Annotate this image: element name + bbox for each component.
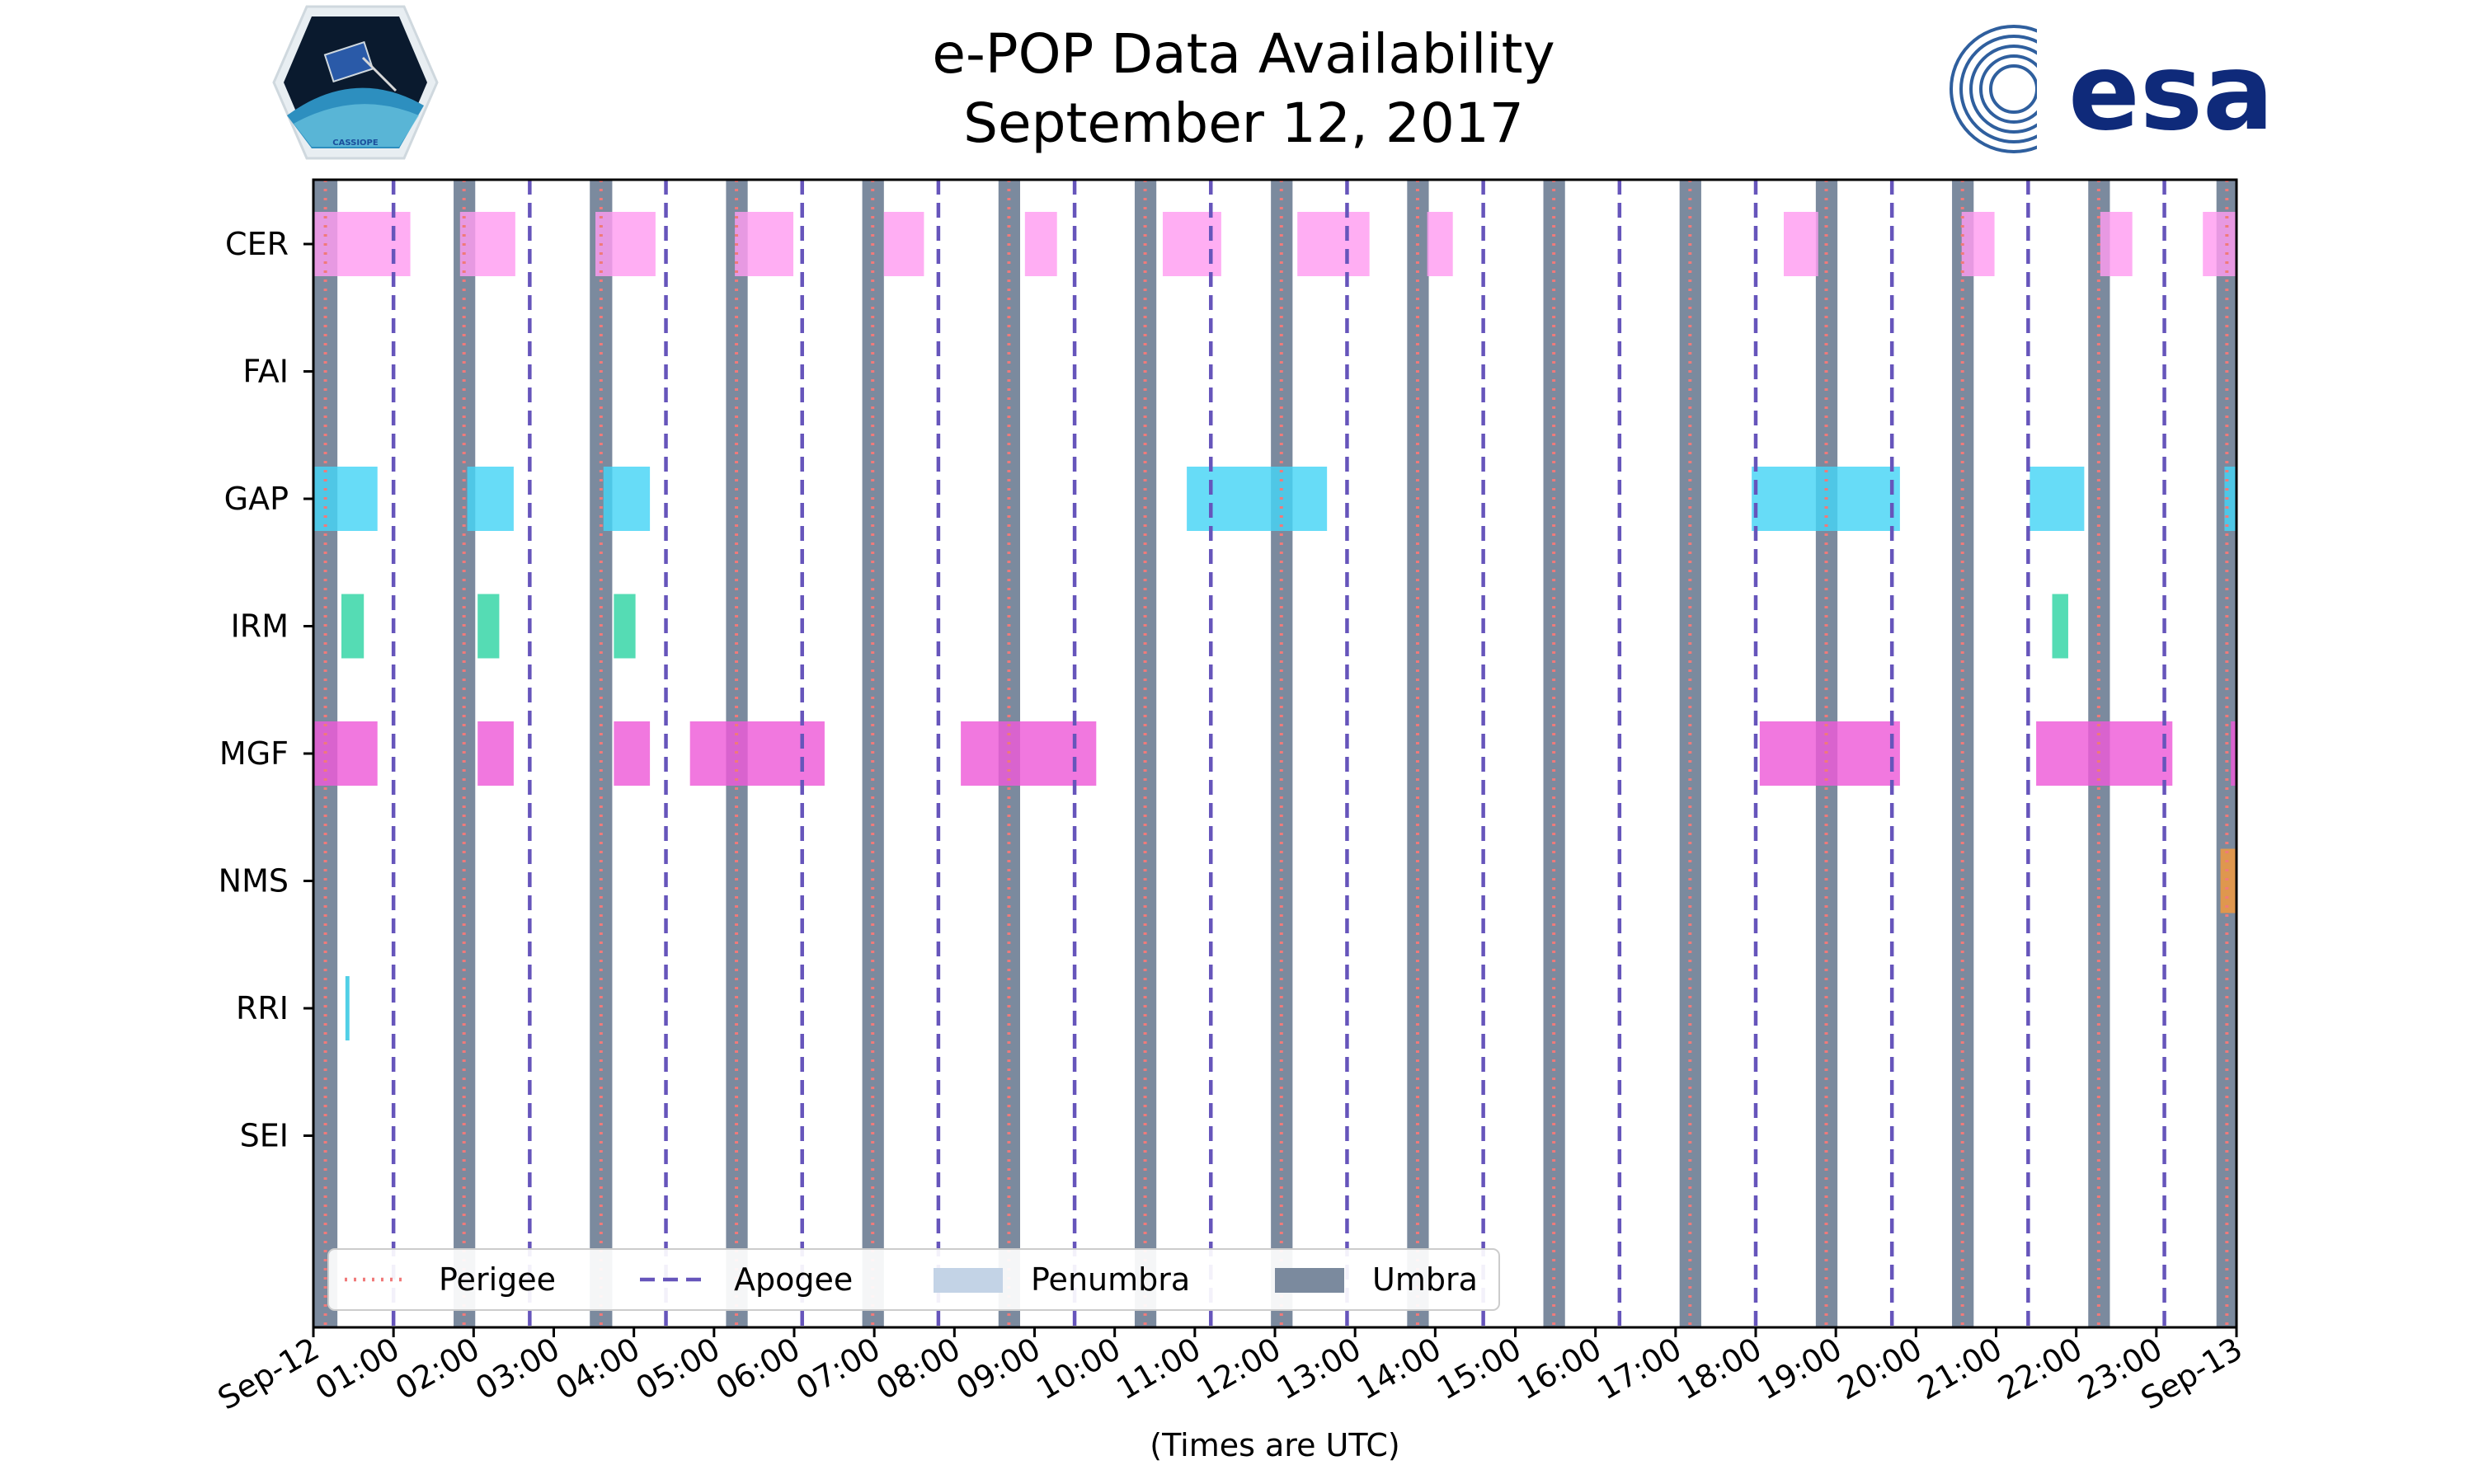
data-bar-cer (1784, 212, 1818, 276)
data-bar-gap (2030, 467, 2085, 531)
data-bar-mgf (961, 721, 1097, 786)
data-bar-mgf (689, 721, 825, 786)
data-bar-cer (1024, 212, 1057, 276)
x-tick-label: 13:00 (1271, 1331, 1367, 1407)
x-tick-label: 08:00 (870, 1331, 967, 1407)
x-tick-label: 04:00 (549, 1331, 646, 1407)
legend-box (327, 1248, 1500, 1311)
data-bar-cer (1427, 212, 1453, 276)
x-tick-label: 17:00 (1591, 1331, 1687, 1407)
data-bar-cer (1961, 212, 1995, 276)
x-tick-label: 10:00 (1030, 1331, 1126, 1407)
legend-umbra-label: Umbra (1372, 1261, 1478, 1298)
data-bar-mgf (1759, 721, 1900, 786)
legend-umbra-swatch (1275, 1268, 1344, 1293)
x-tick-label: 16:00 (1511, 1331, 1607, 1407)
data-bar-irm (614, 594, 636, 659)
y-tick-label: RRI (236, 990, 289, 1026)
y-tick-label: FAI (242, 354, 289, 390)
data-bar-irm (477, 594, 500, 659)
chart-title-line2: September 12, 2017 (963, 92, 1524, 155)
y-tick-label: CER (225, 226, 289, 262)
x-tick-label: 21:00 (1912, 1331, 2008, 1407)
legend-perigee-label: Perigee (439, 1261, 556, 1298)
data-bar-cer (1297, 212, 1370, 276)
data-bar-gap (603, 467, 651, 531)
legend-penumbra-swatch (934, 1268, 1003, 1293)
x-tick-label: 18:00 (1672, 1331, 1768, 1407)
x-tick-label: Sep-12 (212, 1331, 326, 1417)
x-tick-label: 09:00 (950, 1331, 1047, 1407)
y-tick-label: IRM (231, 608, 289, 645)
data-bar-cer (1162, 212, 1221, 276)
cassiope-label: CASSIOPE (332, 139, 379, 148)
x-tick-label: 06:00 (710, 1331, 807, 1407)
data-bar-mgf (614, 721, 651, 786)
chart-title-line1: e-POP Data Availability (932, 22, 1554, 86)
data-bar-gap (2224, 467, 2236, 531)
x-tick-label: 15:00 (1431, 1331, 1527, 1407)
data-bar-cer (883, 212, 924, 276)
y-tick-label: GAP (224, 481, 289, 517)
data-bar-gap (313, 467, 378, 531)
x-tick-label: 14:00 (1351, 1331, 1447, 1407)
legend-apogee-label: Apogee (734, 1261, 853, 1298)
y-tick-label: MGF (219, 735, 289, 772)
x-tick-label: 03:00 (469, 1331, 566, 1407)
esa-wordmark: esa (2068, 31, 2274, 154)
data-bar-cer (2100, 212, 2133, 276)
data-bar-cer (313, 212, 411, 276)
x-tick-label: 19:00 (1752, 1331, 1848, 1407)
x-tick-label: 05:00 (629, 1331, 726, 1407)
cassiope-logo: CASSIOPE (272, 5, 439, 160)
esa-logo: esa (1950, 25, 2274, 154)
plot-area (313, 180, 2236, 1327)
x-tick-label: 01:00 (309, 1331, 406, 1407)
data-bar-rri (345, 976, 350, 1040)
x-tick-label: 20:00 (1832, 1331, 1928, 1407)
y-tick-label: SEI (240, 1118, 289, 1154)
data-bar-cer (459, 212, 515, 276)
legend-penumbra-label: Penumbra (1031, 1261, 1190, 1298)
data-bar-gap (1187, 467, 1328, 531)
x-tick-label: 02:00 (389, 1331, 486, 1407)
data-bar-cer (2203, 212, 2236, 276)
data-bar-mgf (477, 721, 514, 786)
data-bar-irm (341, 594, 365, 659)
legend: Perigee Apogee Penumbra Umbra (327, 1248, 1500, 1311)
y-tick-label: NMS (219, 863, 289, 899)
data-bar-irm (2052, 594, 2068, 659)
data-bar-cer (735, 212, 794, 276)
x-tick-label: 07:00 (790, 1331, 887, 1407)
data-bar-cer (595, 212, 656, 276)
data-bar-mgf (313, 721, 378, 786)
x-tick-label: 12:00 (1191, 1331, 1287, 1407)
data-bar-mgf (2036, 721, 2173, 786)
x-axis-label: (Times are UTC) (1150, 1427, 1399, 1463)
data-bar-mgf (2231, 721, 2236, 786)
x-tick-label: 11:00 (1110, 1331, 1206, 1407)
x-tick-label: 22:00 (1992, 1331, 2088, 1407)
data-bar-gap (467, 467, 514, 531)
data-bar-nms (2220, 848, 2236, 913)
